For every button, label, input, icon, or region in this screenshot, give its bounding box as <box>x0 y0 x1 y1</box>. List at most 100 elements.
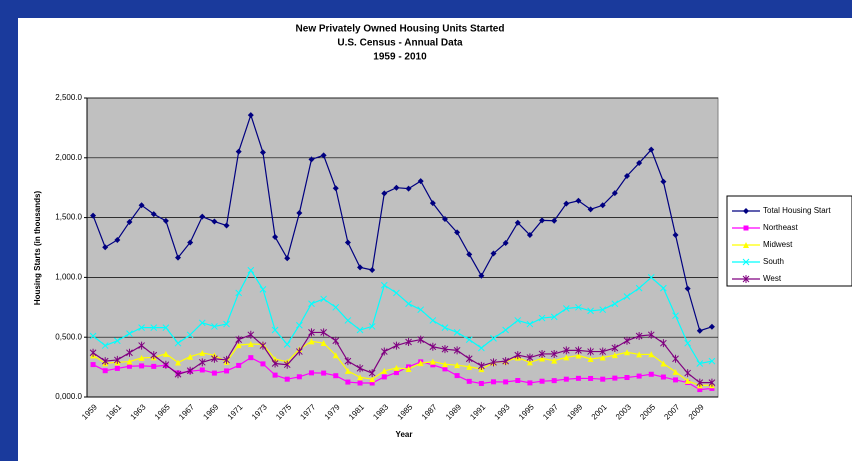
marker <box>527 380 533 386</box>
marker <box>623 349 630 356</box>
marker <box>235 148 242 155</box>
marker <box>660 284 667 292</box>
marker <box>381 374 387 380</box>
marker <box>563 376 569 382</box>
marker <box>320 152 327 159</box>
marker <box>647 330 655 339</box>
marker <box>636 373 642 379</box>
marker <box>247 330 255 339</box>
marker <box>526 320 534 328</box>
marker <box>684 285 691 292</box>
marker <box>587 355 594 362</box>
marker <box>743 208 749 214</box>
marker <box>175 254 182 261</box>
marker <box>260 361 266 367</box>
marker <box>636 160 643 167</box>
marker <box>187 353 194 360</box>
marker <box>417 178 424 185</box>
marker <box>465 354 473 363</box>
marker <box>612 375 618 381</box>
marker <box>138 341 145 350</box>
marker <box>551 357 558 364</box>
marker <box>672 231 679 238</box>
marker <box>101 342 109 349</box>
marker <box>235 289 243 297</box>
marker <box>550 313 558 321</box>
marker <box>284 376 290 382</box>
marker <box>708 357 716 365</box>
marker <box>89 348 97 357</box>
marker <box>308 300 315 308</box>
marker <box>490 358 497 367</box>
marker <box>224 368 230 374</box>
marker <box>320 328 327 337</box>
marker <box>575 375 581 381</box>
marker <box>429 342 437 351</box>
marker <box>101 357 109 366</box>
marker <box>393 289 400 297</box>
marker <box>478 380 484 386</box>
marker <box>150 324 158 331</box>
marker <box>635 332 643 341</box>
marker <box>441 324 449 331</box>
marker <box>151 363 157 369</box>
marker <box>223 320 230 328</box>
y-tick-label: 1,500.0 <box>55 213 82 222</box>
marker <box>199 349 206 356</box>
marker <box>405 300 412 308</box>
marker <box>684 339 692 347</box>
marker <box>405 185 412 192</box>
marker <box>369 376 376 383</box>
marker <box>672 312 679 320</box>
series-line <box>92 356 712 391</box>
marker <box>660 178 667 185</box>
marker <box>697 387 703 393</box>
marker <box>187 239 194 246</box>
marker <box>126 358 133 365</box>
series-line <box>92 269 713 365</box>
marker <box>344 367 351 374</box>
marker <box>648 351 655 358</box>
marker <box>611 352 618 359</box>
marker <box>138 324 145 331</box>
marker <box>430 362 436 368</box>
series-line <box>92 340 712 386</box>
marker <box>102 244 109 251</box>
marker <box>211 218 218 225</box>
marker <box>368 323 376 330</box>
marker <box>126 348 133 357</box>
marker <box>441 345 449 354</box>
marker <box>742 258 750 266</box>
marker <box>502 239 509 246</box>
chart-title: New Privately Owned Housing Units Starte… <box>296 24 505 35</box>
marker <box>139 363 145 369</box>
marker <box>538 349 546 358</box>
marker <box>454 373 460 379</box>
marker <box>308 370 314 376</box>
marker <box>332 336 340 345</box>
marker <box>235 342 242 349</box>
marker <box>453 346 461 355</box>
marker <box>90 212 97 219</box>
marker <box>417 335 425 344</box>
marker <box>587 347 594 356</box>
marker <box>623 336 631 345</box>
marker <box>356 364 364 373</box>
marker <box>648 146 655 153</box>
legend-label: Midwest <box>763 240 793 249</box>
marker <box>417 360 424 367</box>
plot-area <box>86 97 719 398</box>
marker <box>332 352 339 359</box>
marker <box>551 378 557 384</box>
marker <box>514 317 522 324</box>
marker <box>429 200 436 207</box>
marker <box>743 225 749 231</box>
marker <box>466 378 472 384</box>
marker <box>113 337 121 345</box>
marker <box>90 362 96 368</box>
marker <box>345 379 351 385</box>
marker <box>514 351 522 360</box>
marker <box>381 190 388 197</box>
marker <box>660 339 667 348</box>
